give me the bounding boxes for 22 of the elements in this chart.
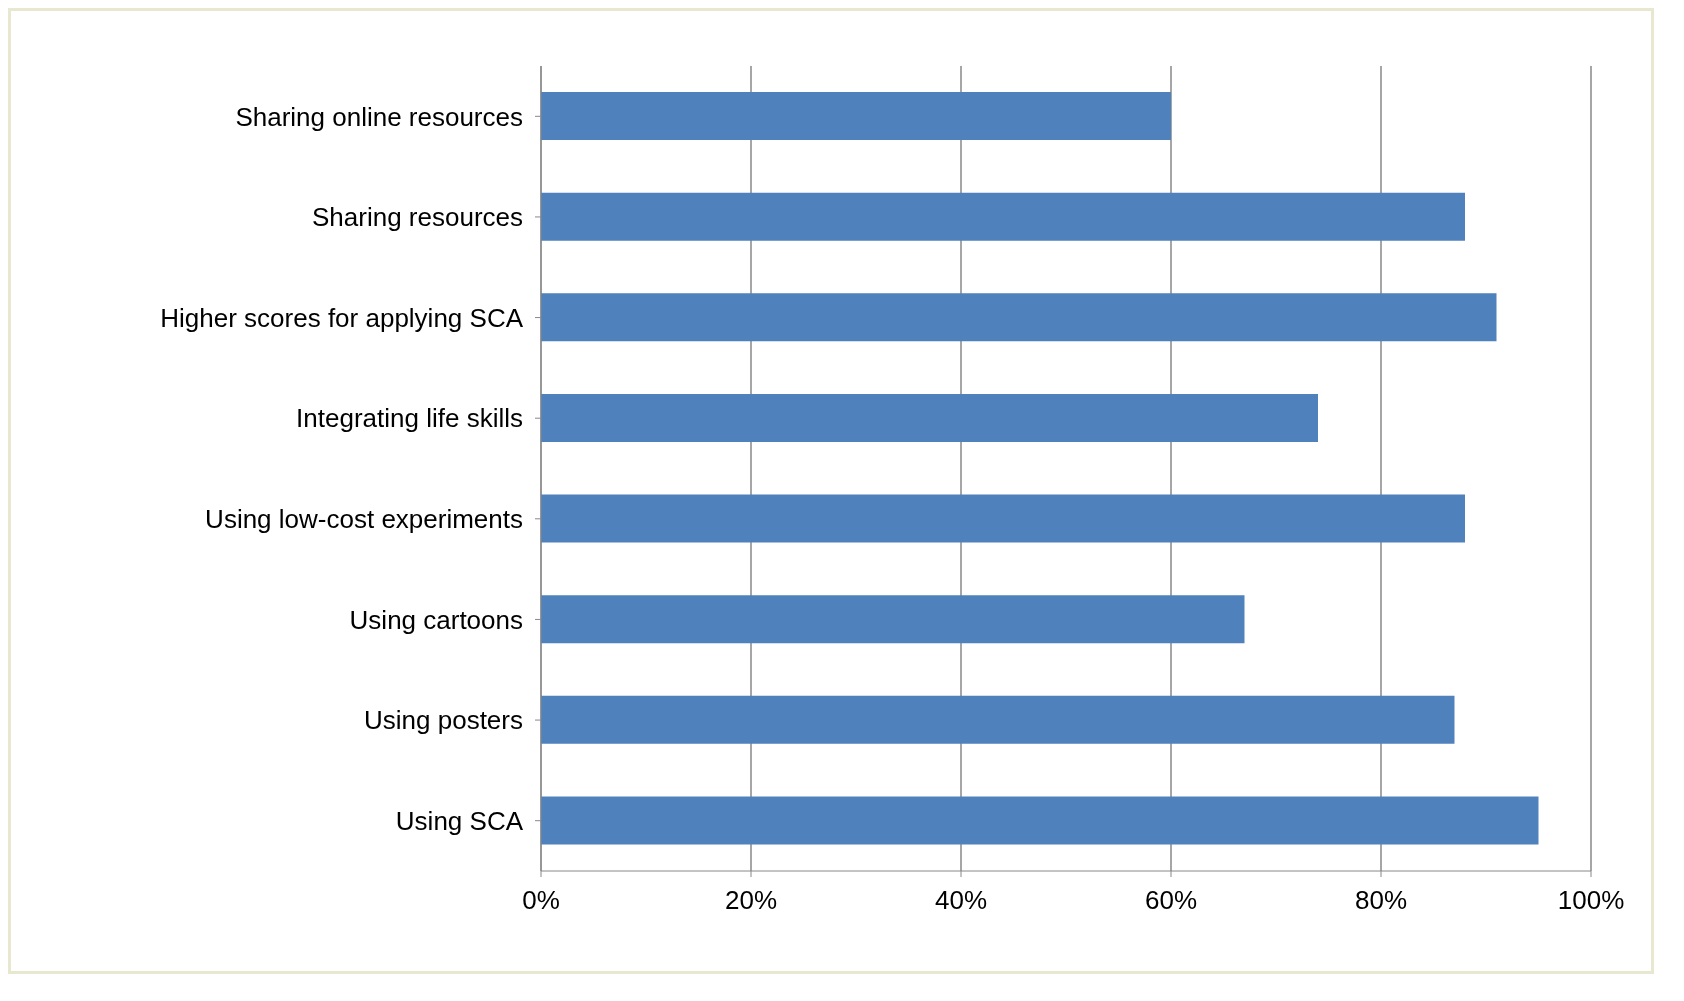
x-tick-label: 40% <box>934 885 988 916</box>
x-tick-label: 100% <box>1557 885 1625 916</box>
y-tick-label: Sharing online resources <box>235 101 523 132</box>
y-tick-label: Integrating life skills <box>296 403 523 434</box>
bar <box>541 92 1171 140</box>
y-tick-label: Higher scores for applying SCA <box>160 302 524 333</box>
x-tick-label: 60% <box>1144 885 1198 916</box>
bar <box>541 192 1465 241</box>
bar <box>541 293 1497 342</box>
y-tick-label: Using cartoons <box>349 604 523 635</box>
bar <box>541 393 1318 442</box>
bar <box>541 695 1455 744</box>
bar <box>541 796 1539 845</box>
y-tick-label: Using posters <box>364 705 523 736</box>
y-tick-label: Using SCA <box>395 805 524 836</box>
y-tick-label: Sharing resources <box>312 202 523 233</box>
x-tick-label: 0% <box>522 885 560 916</box>
x-tick-label: 80% <box>1354 885 1408 916</box>
y-tick-label: Using low-cost experiments <box>205 504 523 535</box>
x-tick-label: 20% <box>724 885 778 916</box>
bar <box>541 595 1245 644</box>
bar <box>541 494 1465 543</box>
